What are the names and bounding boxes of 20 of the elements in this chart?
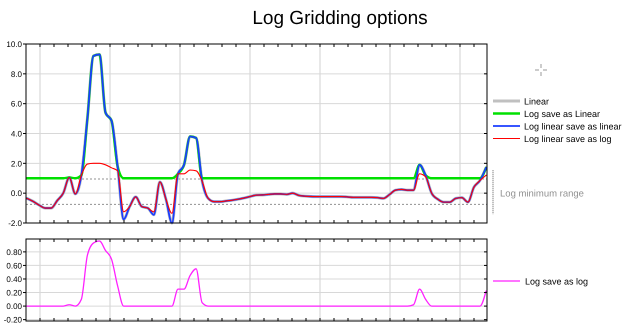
y-tick-label: 10.0 <box>6 40 23 49</box>
y-tick-label: -2.0 <box>8 219 23 228</box>
legend-label: Log linear save as log <box>524 134 612 144</box>
y-tick-label: 0.40 <box>6 274 23 284</box>
y-tick-label: 0.00 <box>6 302 23 312</box>
legend-label: Linear <box>524 96 550 106</box>
chart-title: Log Gridding options <box>252 8 428 29</box>
y-tick-label: 2.0 <box>10 159 23 168</box>
legend-label: Log linear save as linear <box>524 122 622 132</box>
y-tick-label: -0.20 <box>4 316 23 325</box>
legend-label: Log save as log <box>525 276 588 286</box>
ref-line-label: Log minimum range <box>500 188 584 200</box>
y-tick-label: 4.0 <box>10 130 23 138</box>
legend-label: Log save as Linear <box>524 109 600 119</box>
y-tick-label: 0.0 <box>10 189 23 198</box>
y-tick-label: 0.20 <box>6 288 23 298</box>
y-tick-label: 6.0 <box>10 100 23 109</box>
y-tick-label: 0.80 <box>6 248 23 257</box>
y-tick-label: 8.0 <box>10 70 23 79</box>
y-tick-label: 0.60 <box>6 261 23 270</box>
